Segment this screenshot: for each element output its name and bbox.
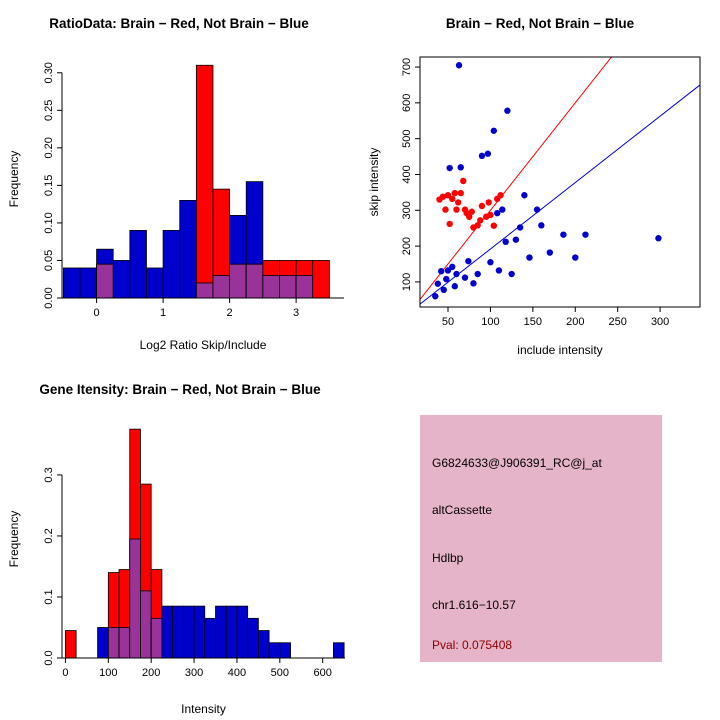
svg-text:0.1: 0.1: [43, 589, 55, 604]
svg-text:2: 2: [227, 307, 233, 319]
axes: 0 1 2 3 0.00 0.05 0.10 0.15 0.20 0.25 0.30: [43, 62, 344, 319]
intensity-scatter-plot: 50 100 150 200 250 300 100 200 300 400 500 600 700: [401, 56, 701, 328]
panel-gene-intensity-histogram: Gene Itensity: Brain − Red, Not Brain − …: [0, 360, 360, 720]
svg-text:0.30: 0.30: [43, 62, 55, 83]
x-axis-label-ratio: Log2 Ratio Skip/Include: [139, 338, 267, 352]
svg-text:0.2: 0.2: [43, 528, 55, 543]
brain-points: [436, 177, 504, 231]
chart-title-gene-intensity: Gene Itensity: Brain − Red, Not Brain − …: [39, 382, 321, 397]
svg-text:100: 100: [99, 667, 117, 679]
svg-text:0: 0: [94, 307, 100, 319]
x-axis-label-scatter: include intensity: [517, 343, 603, 357]
genomic-location: chr1.616−10.57: [432, 598, 516, 612]
svg-text:0.0: 0.0: [43, 650, 55, 665]
svg-text:400: 400: [401, 165, 413, 183]
svg-text:300: 300: [401, 201, 413, 219]
svg-text:150: 150: [524, 316, 542, 328]
svg-text:100: 100: [481, 316, 499, 328]
svg-text:0.3: 0.3: [43, 467, 55, 482]
histogram-bars: [65, 428, 345, 659]
svg-text:700: 700: [401, 58, 413, 76]
x-axis-label-gene-intensity: Intensity: [181, 702, 226, 716]
svg-text:500: 500: [271, 667, 289, 679]
svg-text:50: 50: [442, 316, 454, 328]
svg-text:200: 200: [566, 316, 584, 328]
chart-title-ratio: RatioData: Brain − Red, Not Brain − Blue: [49, 16, 309, 31]
svg-text:300: 300: [651, 316, 669, 328]
svg-text:0.25: 0.25: [43, 100, 55, 121]
ratio-histogram-plot: 0 1 2 3 0.00 0.05 0.10 0.15 0.20 0.25 0.30: [43, 62, 344, 319]
axes: 50 100 150 200 250 300 100 200 300 400 500 600 700: [401, 56, 701, 328]
svg-text:200: 200: [142, 667, 160, 679]
panel-ratio-histogram: RatioData: Brain − Red, Not Brain − Blue…: [0, 0, 360, 360]
svg-text:0: 0: [62, 667, 68, 679]
y-axis-label-gene-intensity: Frequency: [7, 510, 21, 568]
svg-text:0.05: 0.05: [43, 250, 55, 271]
regression-lines: [420, 57, 700, 305]
histogram-bars: [62, 64, 330, 299]
panel-intensity-scatter: Brain − Red, Not Brain − Blue 50 100 150 20…: [360, 0, 720, 360]
svg-text:0.10: 0.10: [43, 212, 55, 233]
axes: 0 100 200 300 400 500 600 0.0 0.1 0.2 0.3: [43, 467, 345, 679]
svg-text:0.00: 0.00: [43, 287, 55, 308]
y-axis-label-ratio: Frequency: [7, 150, 21, 208]
svg-text:600: 600: [401, 94, 413, 112]
svg-text:3: 3: [293, 307, 299, 319]
gene-intensity-histogram-plot: 0 100 200 300 400 500 600 0.0 0.1 0.2 0.3: [43, 428, 345, 679]
svg-text:0.20: 0.20: [43, 137, 55, 158]
info-box: G6824633@J906391_RC@j_at altCassette Hdl…: [420, 415, 662, 662]
svg-text:400: 400: [228, 667, 246, 679]
p-value: Pval: 0.075408: [432, 638, 513, 652]
not-brain-points: [432, 62, 662, 300]
svg-text:500: 500: [401, 129, 413, 147]
chart-title-scatter: Brain − Red, Not Brain − Blue: [445, 16, 635, 31]
gene-symbol: Hdlbp: [432, 551, 464, 565]
svg-text:250: 250: [609, 316, 627, 328]
svg-text:300: 300: [185, 667, 203, 679]
splice-event-type: altCassette: [432, 503, 493, 517]
panel-event-info: G6824633@J906391_RC@j_at altCassette Hdl…: [360, 360, 720, 720]
svg-text:1: 1: [160, 307, 166, 319]
y-axis-label-scatter: skip intensity: [367, 147, 381, 217]
svg-text:0.15: 0.15: [43, 175, 55, 196]
svg-text:200: 200: [401, 237, 413, 255]
svg-text:100: 100: [401, 273, 413, 291]
probe-id: G6824633@J906391_RC@j_at: [432, 456, 602, 470]
svg-text:600: 600: [314, 667, 332, 679]
